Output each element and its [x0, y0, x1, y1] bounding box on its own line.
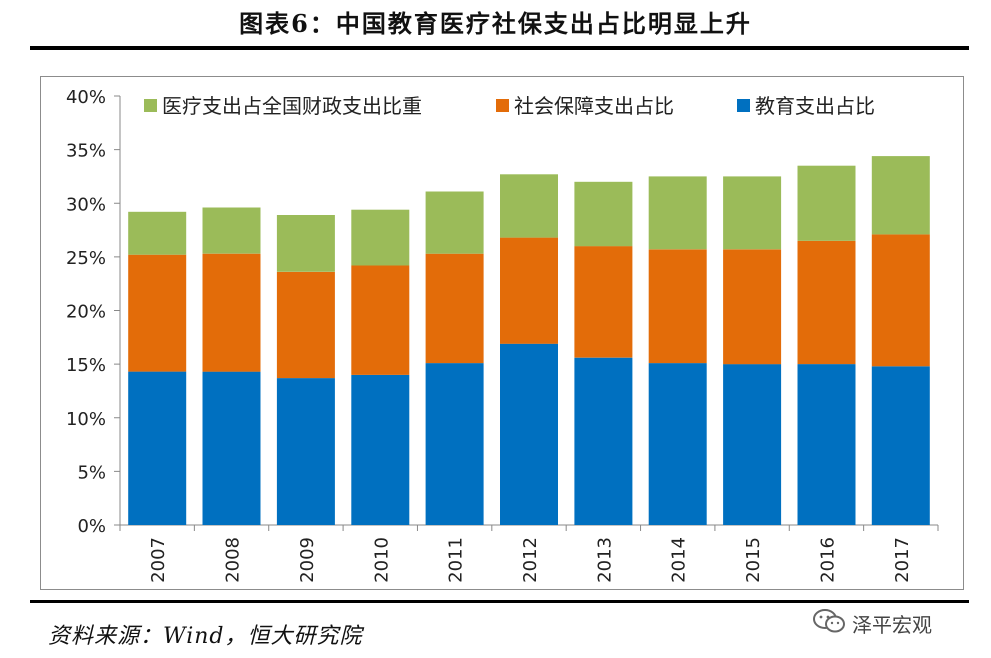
bar-education [425, 363, 484, 525]
legend-swatch [737, 99, 750, 112]
bar-medical [500, 174, 558, 238]
y-tick-label: 15% [66, 355, 106, 376]
bar-education [723, 364, 782, 525]
bar-social-security [128, 254, 187, 372]
y-tick-label: 5% [77, 462, 106, 483]
bar-education [500, 343, 558, 525]
bar-medical [574, 181, 633, 247]
watermark-text: 泽平宏观 [852, 612, 932, 637]
x-tick-label: 2017 [892, 537, 913, 583]
y-tick-label: 10% [66, 409, 106, 430]
y-tick-label: 20% [66, 302, 106, 323]
bar-social-security [425, 253, 484, 364]
legend-swatch [144, 99, 157, 112]
legend-swatch [496, 99, 509, 112]
bar-social-security [500, 237, 558, 344]
bar-social-security [723, 249, 782, 365]
bar-social-security [648, 249, 707, 364]
bar-social-security [276, 271, 335, 379]
bar-education [797, 364, 856, 525]
bar-medical [648, 176, 707, 250]
x-tick-label: 2012 [520, 537, 541, 583]
bar-medical [425, 191, 484, 254]
y-tick-label: 40% [66, 87, 106, 108]
bar-education [648, 363, 707, 525]
x-tick-label: 2014 [669, 537, 690, 583]
bar-medical [351, 209, 410, 266]
bar-medical [128, 211, 187, 255]
bar-social-security [797, 240, 856, 365]
bar-education [276, 378, 335, 525]
footer-divider [30, 600, 969, 603]
x-tick-label: 2011 [446, 537, 467, 583]
bar-medical [202, 207, 261, 254]
y-tick-label: 30% [66, 194, 106, 215]
y-tick-label: 25% [66, 248, 106, 269]
source-note: 资料来源：Wind，恒大研究院 [48, 624, 363, 649]
bar-social-security [202, 253, 261, 372]
legend-label: 社会保障支出占比 [514, 94, 674, 118]
page-title: 图表6：中国教育医疗社保支出占比明显上升 [239, 9, 752, 38]
watermark: 泽平宏观 [812, 605, 932, 641]
bar-education [202, 371, 261, 525]
x-tick-label: 2013 [594, 537, 615, 583]
bar-education [351, 374, 410, 525]
wechat-icon [812, 607, 846, 640]
x-tick-label: 2007 [148, 537, 169, 583]
title-divider [30, 46, 969, 50]
bar-medical [871, 156, 930, 235]
x-tick-label: 2016 [817, 537, 838, 583]
bar-medical [797, 165, 856, 241]
bar-medical [723, 176, 782, 250]
bar-social-security [351, 265, 410, 375]
bar-medical [276, 215, 335, 272]
bar-education [128, 371, 187, 525]
x-tick-label: 2010 [371, 537, 392, 583]
bar-social-security [871, 234, 930, 367]
bar-education [574, 357, 633, 525]
y-tick-label: 35% [66, 141, 106, 162]
x-tick-label: 2008 [223, 537, 244, 583]
legend-label: 教育支出占比 [755, 94, 875, 118]
x-tick-label: 2009 [297, 537, 318, 583]
y-tick-label: 0% [77, 516, 106, 537]
legend-label: 医疗支出占全国财政支出比重 [162, 94, 422, 118]
bar-social-security [574, 246, 633, 358]
x-tick-label: 2015 [743, 537, 764, 583]
stacked-bar-chart: 0% 5% 10% 15% 20% 25% 30% 35% 40% 2007 2008 2009 201… [66, 87, 939, 583]
bar-education [871, 366, 930, 525]
